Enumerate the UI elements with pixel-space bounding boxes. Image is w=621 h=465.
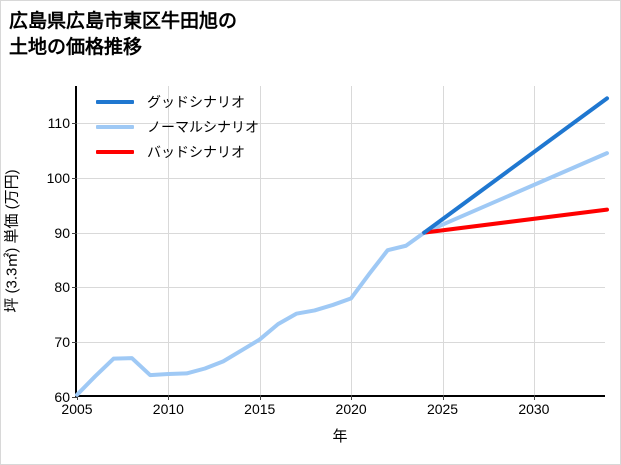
legend-item-normal[interactable]: ノーマルシナリオ [96,114,306,139]
y-tick-mark [72,232,77,234]
gridline-vertical [168,86,170,395]
gridline-vertical [259,86,261,395]
gridline-horizontal [77,232,605,234]
x-tick-mark [351,395,353,400]
y-tick-mark [72,397,77,398]
y-tick-label: 100 [46,169,70,186]
gridline-vertical [351,86,353,395]
x-tick-label: 2030 [518,401,550,417]
gridline-horizontal [77,177,605,179]
y-axis-label: 坪 (3.3㎡) 単価 (万円) [3,169,21,313]
legend-item-bad[interactable]: バッドシナリオ [96,139,306,164]
series-line [422,96,609,235]
y-tick-label: 110 [47,115,70,131]
legend-item-good[interactable]: グッドシナリオ [96,89,306,114]
x-tick-mark [259,395,261,400]
gridline-vertical [442,86,444,395]
legend-swatch-good [96,99,134,104]
legend-label-normal: ノーマルシナリオ [147,118,259,135]
y-tick-mark [72,342,77,344]
y-tick-mark [72,123,77,124]
y-tick-label: 70 [54,334,70,351]
y-tick-label: 60 [54,389,70,405]
x-tick-label: 2010 [152,401,184,417]
x-tick-label: 2020 [335,401,367,417]
x-tick-mark [442,395,444,400]
y-tick-label: 90 [54,224,70,241]
x-tick-label: 2005 [61,401,93,417]
gridline-vertical [533,86,535,395]
series-line [75,151,609,397]
legend-swatch-normal [96,124,134,129]
legend-swatch-bad [96,149,134,154]
gridline-horizontal [77,287,605,289]
x-tick-mark [168,395,170,400]
y-tick-label: 80 [54,279,70,296]
plot-area: 60 70 80 90 100 110 2005 2010 2015 2020 2025 2030 [47,86,609,417]
y-tick-mark [72,287,77,289]
legend-label-bad: バッドシナリオ [147,143,245,160]
gridline-horizontal [77,123,605,124]
y-tick-mark [72,177,77,179]
series-line [422,207,609,235]
chart-legend: グッドシナリオ ノーマルシナリオ バッドシナリオ [96,89,306,164]
series-lines [75,96,609,397]
x-tick-mark [77,395,78,400]
legend-label-good: グッドシナリオ [147,93,245,110]
x-tick-label: 2015 [244,401,276,417]
x-axis-label: 年 [332,428,348,445]
chart-title: 広島県広島市東区牛田旭の 土地の価格推移 [9,11,238,58]
x-tick-label: 2025 [426,401,459,417]
x-tick-mark [533,395,535,400]
gridline-horizontal [77,342,605,344]
